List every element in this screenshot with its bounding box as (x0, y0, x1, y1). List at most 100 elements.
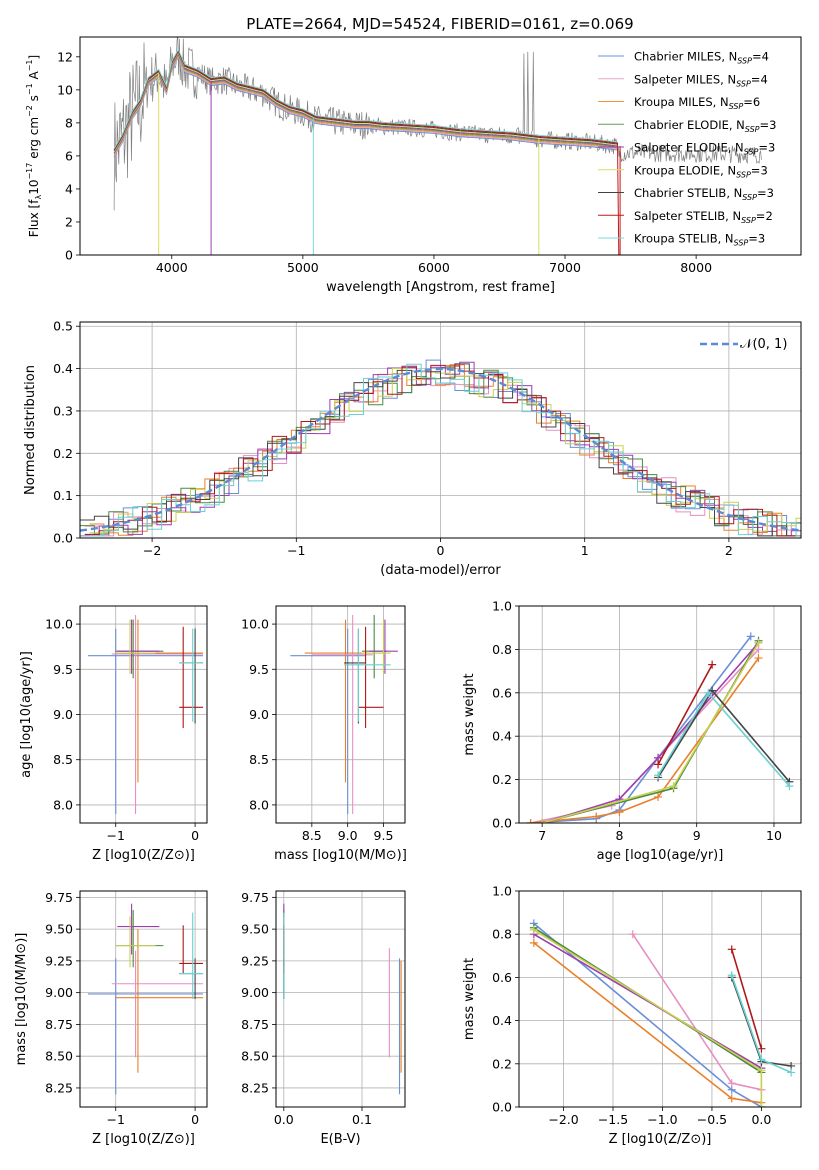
x-axis-label: wavelength [Angstrom, rest frame] (326, 280, 555, 295)
x-tick-label: −1 (107, 828, 125, 843)
panel-mass-vs-Z: −1 0 8.25 8.50 8.75 9.00 9.25 9.50 9.75 Z [log10(… (14, 890, 208, 1147)
residual-histogram (89, 368, 801, 534)
y-axis-label: age [log10(age/yr)] (19, 651, 34, 778)
legend-model-name: Kroupa MILES (634, 95, 713, 109)
y-tick-label: 9.5 (53, 662, 73, 677)
axes-frame (79, 36, 802, 256)
x-axis-label: Z [log10(Z/Z⊙)] (92, 1132, 195, 1147)
y-tick-label: 0.2 (492, 1056, 512, 1071)
y-tick-label: 0.8 (492, 642, 512, 657)
x-axis-label: (data-model)/error (380, 563, 501, 578)
x-tick-label: −2.0 (548, 1112, 578, 1127)
legend-label: Salpeter STELIB, NSSP=2 (634, 209, 773, 225)
x-tick-label: 0 (191, 828, 199, 843)
residual-histogram (80, 363, 801, 537)
panel-mass-vs-ebv: 0.0 0.1 8.25 8.50 8.75 9.00 9.25 9.50 9.75 E(B-V) (241, 890, 406, 1147)
y-axis-label: mass weight (462, 673, 477, 755)
weight-marker (754, 654, 763, 663)
axes-frame (518, 890, 802, 1108)
y-tick-label: 8.5 (53, 752, 73, 767)
x-tick-label: 10 (766, 828, 782, 843)
y-tick-label: 0.1 (53, 488, 73, 503)
x-tick-label: 6000 (418, 260, 450, 275)
spectrum-plot-area (113, 37, 762, 255)
errorbar-plot-area (283, 903, 402, 1095)
weight-marker (785, 782, 794, 791)
y-tick-label: 9.5 (249, 662, 269, 677)
weight-plot-area (529, 919, 796, 1107)
x-axis-label: age [log10(age/yr)] (597, 848, 724, 863)
weight-marker (746, 632, 755, 641)
weight-marker (754, 638, 763, 647)
x-tick-label: 9 (693, 828, 701, 843)
x-tick-label: 1 (581, 543, 589, 558)
y-tick-label: 1.0 (492, 884, 512, 899)
weight-plot-area (526, 632, 794, 823)
y-tick-label: 0.0 (53, 531, 73, 546)
legend-label: Salpeter MILES, NSSP=4 (634, 72, 768, 88)
x-axis-label: mass [log10(M/M⊙)] (274, 848, 407, 863)
y-tick-label: 0.8 (492, 927, 512, 942)
x-tick-label: 9.0 (338, 828, 358, 843)
panel-residuals: −2 −1 0 1 2 0.0 0.1 0.2 0.3 0.4 0.5 (data-model)/er… (23, 319, 802, 578)
x-tick-label: 8 (615, 828, 623, 843)
y-tick-label: 0.5 (53, 319, 73, 334)
legend-nssp-value: 3 (768, 141, 775, 155)
y-tick-label: 8.0 (53, 797, 73, 812)
y-tick-label: 8.50 (45, 1049, 73, 1064)
weight-marker (654, 792, 663, 801)
x-tick-label: −1 (107, 1112, 125, 1127)
y-tick-label: 8.50 (241, 1049, 269, 1064)
weight-marker (727, 1094, 736, 1103)
legend-nssp-value: 3 (767, 186, 774, 200)
weight-marker (787, 1068, 796, 1077)
y-tick-label: 8.75 (45, 1017, 73, 1032)
residual-histogram (84, 361, 801, 537)
x-tick-label: −0.5 (697, 1112, 727, 1127)
panel-weight-vs-age: 7 8 9 10 0.0 0.2 0.4 0.6 0.8 1.0 age [log10(age/yr… (462, 599, 802, 863)
legend-nssp-value: 4 (760, 72, 767, 86)
x-tick-label: 0 (191, 1112, 199, 1127)
y-tick-label: 10.0 (241, 617, 269, 632)
legend-nssp-value: 4 (762, 50, 769, 64)
y-axis-label: mass weight (462, 958, 477, 1040)
weight-marker (669, 782, 678, 791)
residual-histogram (89, 363, 801, 537)
y-tick-label: 9.75 (241, 890, 269, 905)
errorbar-plot-area (87, 615, 204, 814)
y-tick-label: 8 (65, 115, 73, 130)
y-tick-label: 0.6 (492, 970, 512, 985)
x-axis-label: Z [log10(Z/Z⊙)] (92, 848, 195, 863)
y-tick-label: 9.0 (249, 707, 269, 722)
x-tick-label: 8.5 (302, 828, 322, 843)
legend-model-name: Salpeter MILES (634, 72, 720, 86)
legend-nssp-value: 3 (769, 118, 776, 132)
x-tick-label: −1.5 (598, 1112, 628, 1127)
axes-frame (79, 321, 802, 539)
axes-frame (79, 605, 208, 824)
y-tick-label: 0.3 (53, 403, 73, 418)
legend-model-name: Kroupa STELIB (634, 232, 718, 246)
weight-marker (628, 930, 637, 939)
y-tick-label: 12 (57, 49, 73, 64)
y-tick-label: 8.25 (241, 1080, 269, 1095)
y-tick-label: 0.6 (492, 685, 512, 700)
y-tick-label: 8.25 (45, 1080, 73, 1095)
legend-label: Chabrier ELODIE, NSSP=3 (634, 118, 776, 134)
x-tick-label: 0.0 (274, 1112, 294, 1127)
residual-plot-area (80, 359, 801, 537)
legend-model-name: Kroupa ELODIE (634, 163, 720, 177)
legend-label: Salpeter ELODIE, NSSP=3 (634, 141, 775, 157)
y-tick-label: 6 (65, 148, 73, 163)
x-tick-label: 0.1 (352, 1112, 372, 1127)
y-tick-label: 8.5 (249, 752, 269, 767)
y-tick-label: 0.2 (53, 446, 73, 461)
weight-marker (757, 1044, 766, 1053)
errorbar-plot-area (290, 615, 398, 814)
axes-frame (275, 605, 406, 824)
axes-frame (275, 890, 406, 1108)
x-tick-label: −1 (287, 543, 305, 558)
weight-marker (615, 808, 624, 817)
y-tick-label: 9.25 (45, 953, 73, 968)
model-curve (113, 48, 618, 149)
